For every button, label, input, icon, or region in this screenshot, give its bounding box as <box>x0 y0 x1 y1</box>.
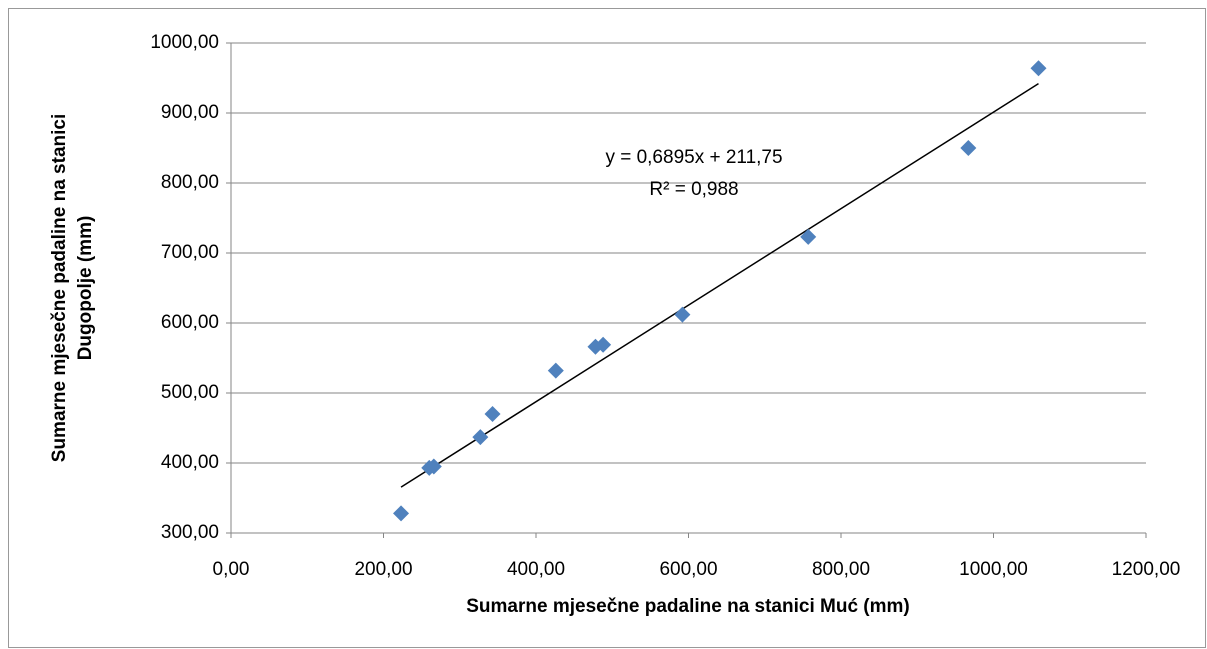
point <box>1030 60 1047 77</box>
point <box>393 505 410 522</box>
x-tick-label: 400,00 <box>507 559 565 580</box>
y-tick-label: 400,00 <box>161 452 219 473</box>
point <box>425 458 442 475</box>
point <box>472 429 489 446</box>
y-axis-label: Dugopolje (mm) <box>75 216 96 361</box>
trendline-r2: R² = 0,988 <box>649 179 738 200</box>
point <box>547 362 564 379</box>
chart-border <box>8 8 1206 648</box>
y-tick-label: 700,00 <box>161 242 219 263</box>
x-tick-label: 1000,00 <box>959 559 1028 580</box>
point <box>960 140 977 156</box>
x-tick-label: 600,00 <box>659 559 717 580</box>
trendline <box>400 83 1039 488</box>
x-tick-label: 1200,00 <box>1112 559 1181 580</box>
x-tick-label: 800,00 <box>812 559 870 580</box>
x-axis-label: Sumarne mjesečne padaline na stanici Muć… <box>466 596 909 617</box>
point <box>484 406 501 422</box>
y-tick-label: 1000,00 <box>150 32 219 53</box>
point <box>800 228 817 245</box>
point <box>595 336 612 353</box>
y-tick-label: 900,00 <box>161 102 219 123</box>
x-tick-label: 0,00 <box>213 559 250 580</box>
y-tick-label: 800,00 <box>161 172 219 193</box>
trendline-equation: y = 0,6895x + 211,75 <box>605 147 782 168</box>
point <box>674 306 691 323</box>
y-tick-label: 600,00 <box>161 312 219 333</box>
y-tick-label: 500,00 <box>161 382 219 403</box>
y-tick-label: 300,00 <box>161 522 219 543</box>
x-tick-label: 200,00 <box>354 559 412 580</box>
y-axis-label: Sumarne mjesečne padaline na stanici <box>49 114 70 462</box>
